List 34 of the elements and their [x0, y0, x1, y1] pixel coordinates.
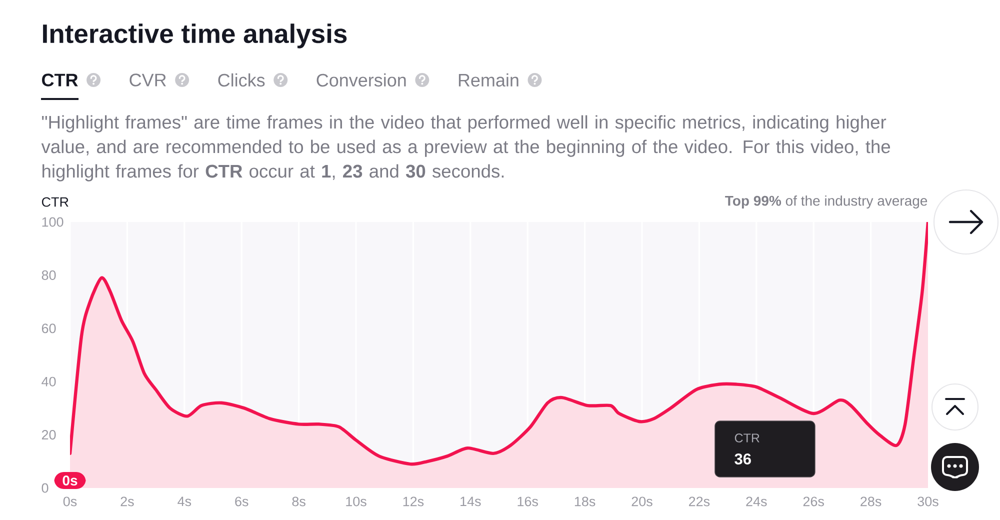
x-tick-label: 28s	[860, 496, 882, 506]
text: "Highlight frames" are time frames in the video that performed well in specific metrics, indicating higher value, and are recommended to be used as a preview at the beginning of the video. For this video, the highlight frames for CTR occur at 1, 23 and 30 seconds.	[41, 115, 890, 182]
text: Remain	[458, 73, 518, 87]
x-tick-label: 6s	[235, 496, 248, 506]
chart-title: Interactive time analysis	[43, 24, 347, 48]
x-tick-label: 20s	[632, 496, 652, 506]
text: Clicks	[218, 73, 265, 87]
y-tick-label: 100	[42, 217, 64, 227]
x-tick-label: 30s	[918, 496, 938, 506]
x-tick-label: 12s	[403, 496, 424, 506]
x-tick-label: 22s	[688, 496, 710, 506]
x-tick-label: 26s	[803, 496, 824, 506]
annotation: CTR	[734, 434, 760, 442]
x-tick-label: 16s	[518, 496, 538, 506]
annotation: 36	[734, 454, 751, 464]
text: Top 99% of the industry average	[725, 195, 928, 209]
x-tick-label: 18s	[574, 496, 596, 506]
x-tick-label: 8s	[292, 496, 306, 506]
text: CTR	[42, 74, 78, 86]
x-tick-label: 2s	[120, 496, 134, 506]
x-tick-label: 14s	[460, 496, 481, 506]
text: Conversion	[316, 73, 406, 87]
y-tick-label: 0	[42, 483, 48, 493]
y-tick-label: 40	[42, 376, 56, 386]
annotation: 0s	[62, 476, 78, 486]
x-tick-label: 24s	[746, 496, 767, 506]
x-tick-label: 4s	[178, 496, 192, 506]
y-axis-title: CTR	[42, 197, 68, 207]
y-tick-label: 80	[42, 270, 56, 280]
text: CVR	[130, 74, 166, 86]
x-tick-label: 10s	[346, 496, 366, 506]
x-tick-label: 0s	[63, 496, 77, 506]
y-tick-label: 60	[42, 324, 56, 334]
y-tick-label: 20	[42, 430, 56, 440]
